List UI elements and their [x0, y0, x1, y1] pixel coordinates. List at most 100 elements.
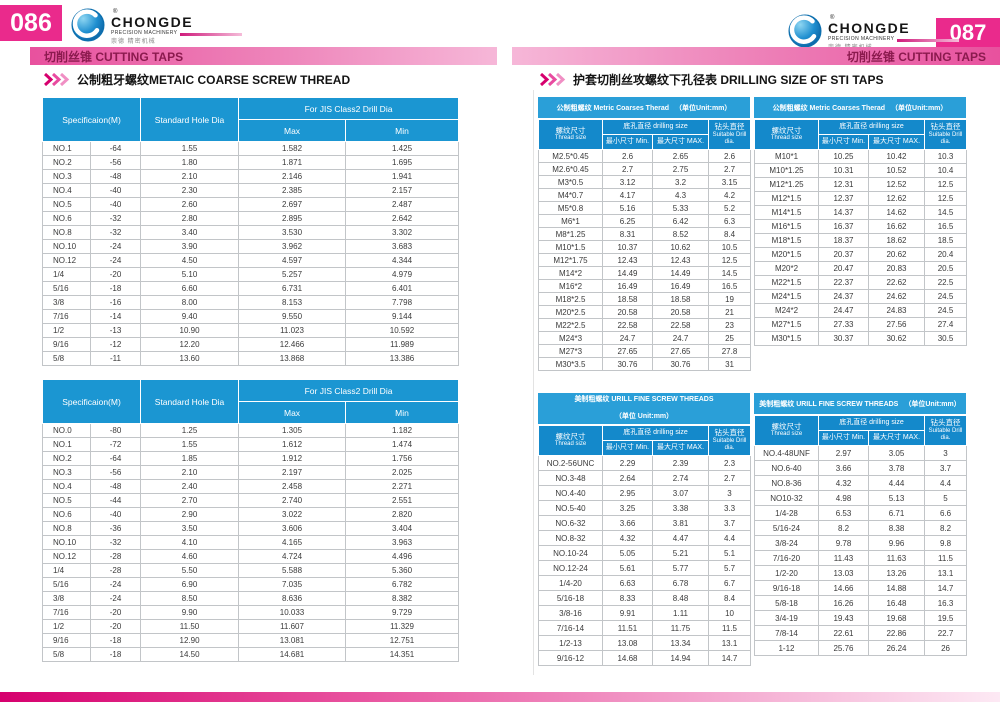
col-header-max: 最大尺寸 MAX. [867, 430, 926, 446]
cell: 10.31 [818, 163, 869, 178]
table-header: 螺纹尺寸 Thread size 底孔直径 drilling size 钻头直径… [754, 119, 968, 150]
cell: 2.197 [238, 465, 347, 480]
cell: 14.5 [708, 266, 752, 280]
cell: 5/8-18 [754, 595, 819, 611]
cell: 3/8-24 [754, 535, 819, 551]
cell: 3.66 [602, 515, 653, 531]
table-row: 9/16-18 14.66 14.88 14.7 [754, 580, 968, 596]
cell: 16.3 [924, 595, 968, 611]
cell: 1.425 [345, 141, 460, 156]
table-row: 1/4-28 6.53 6.71 6.6 [754, 505, 968, 521]
cell: 18.5 [924, 233, 968, 248]
cell: 5.588 [238, 563, 347, 578]
cell: 11.63 [867, 550, 926, 566]
cell: 20.5 [924, 261, 968, 276]
table-row: 7/16-14 11.51 11.75 11.5 [538, 620, 752, 636]
cell: 8.00 [140, 295, 240, 310]
cell: 2.65 [651, 149, 710, 163]
cell: 10.3 [924, 149, 968, 164]
cell: 12.52 [867, 177, 926, 192]
table-row: M22*2.5 22.58 22.58 23 [538, 318, 752, 332]
cell: 18.58 [651, 292, 710, 306]
table-row: M3*0.5 3.12 3.2 3.15 [538, 175, 752, 189]
table-row: NO.12-24 5.61 5.77 5.7 [538, 560, 752, 576]
table-row: NO.3-48 2.64 2.74 2.7 [538, 470, 752, 486]
cell: 3.963 [345, 535, 460, 550]
cell: 12.43 [651, 253, 710, 267]
cell: 3.25 [602, 500, 653, 516]
table-row: M24*2 24.47 24.83 24.5 [754, 303, 968, 318]
cell: NO.8 [42, 225, 91, 240]
cell: 1-12 [754, 640, 819, 656]
cell: 12.43 [602, 253, 653, 267]
cell: NO.5 [42, 197, 91, 212]
cell: 1.85 [140, 451, 240, 466]
cell: 2.6 [602, 149, 653, 163]
cell: -64 [89, 141, 142, 156]
cell: M12*1.75 [538, 253, 603, 267]
cell: 5.13 [867, 490, 926, 506]
cell: NO.2 [42, 155, 91, 170]
cell: 1.474 [345, 437, 460, 452]
col-header-min: 最小尺寸 Min. [602, 134, 653, 150]
cell: M12*1.5 [754, 191, 819, 206]
cell: NO.10-24 [538, 545, 603, 561]
cell: NO.6 [42, 507, 91, 522]
table-row: M6*1 6.25 6.42 6.3 [538, 214, 752, 228]
cell: 8.636 [238, 591, 347, 606]
cell: 1.11 [651, 605, 710, 621]
cell: -40 [89, 197, 142, 212]
table-header: 螺纹尺寸 Thread size 底孔直径 drilling size 钻头直径… [754, 415, 968, 446]
cell: 27.8 [708, 344, 752, 358]
cell: 30.37 [818, 331, 869, 346]
cell: 27.56 [867, 317, 926, 332]
cell: 10.42 [867, 149, 926, 164]
cell: 2.64 [602, 470, 653, 486]
cell: 2.60 [140, 197, 240, 212]
table-row: 1/4-20 6.63 6.78 6.7 [538, 575, 752, 591]
cell: 4.496 [345, 549, 460, 564]
cell: -64 [89, 451, 142, 466]
table-row: NO10-32 4.98 5.13 5 [754, 490, 968, 506]
cell: NO.12-24 [538, 560, 603, 576]
table-row: M10*1 10.25 10.42 10.3 [754, 149, 968, 164]
cell: 20.47 [818, 261, 869, 276]
cell: 12.90 [140, 633, 240, 648]
table-header: 螺纹尺寸 Thread size 底孔直径 drilling size 钻头直径… [538, 119, 752, 150]
cell: 1.941 [345, 169, 460, 184]
table-row: NO.0 -80 1.25 1.305 1.182 [42, 423, 460, 438]
cell: -32 [89, 225, 142, 240]
cell: NO.2-56UNC [538, 455, 603, 471]
cell: 18.37 [818, 233, 869, 248]
cell: 24.5 [924, 289, 968, 304]
table-row: M30*1.5 30.37 30.62 30.5 [754, 331, 968, 346]
table-row: 5/16-24 8.2 8.38 8.2 [754, 520, 968, 536]
cell: 9.550 [238, 309, 347, 324]
table-unit: （单位 Unit:mm） [614, 413, 674, 421]
cell: 11.75 [651, 620, 710, 636]
cell: 5.7 [708, 560, 752, 576]
cell: -28 [89, 563, 142, 578]
col-header-thread: 螺纹尺寸 Thread size [754, 119, 819, 150]
tagline-line [180, 32, 243, 36]
cell: NO.3 [42, 169, 91, 184]
cell: NO.1 [42, 141, 91, 156]
table-row: NO.4-40 2.95 3.07 3 [538, 485, 752, 501]
cell: 22.37 [818, 275, 869, 290]
cell: 30.5 [924, 331, 968, 346]
cell: 16.48 [867, 595, 926, 611]
chevron-icon [44, 73, 70, 86]
table-row: M30*3.5 30.76 30.76 31 [538, 357, 752, 371]
cell: 5.1 [708, 545, 752, 561]
cell: -11 [89, 351, 142, 366]
brand-tagline: PRECISION MACHINERY [828, 37, 960, 43]
cell: 13.081 [238, 633, 347, 648]
table-row: M20*2.5 20.58 20.58 21 [538, 305, 752, 319]
cell: 2.487 [345, 197, 460, 212]
cell: 1/4-20 [538, 575, 603, 591]
cell: 2.30 [140, 183, 240, 198]
cell: NO.8-36 [754, 475, 819, 491]
cell: 4.17 [602, 188, 653, 202]
cell: 3.50 [140, 521, 240, 536]
cell: 3.81 [651, 515, 710, 531]
